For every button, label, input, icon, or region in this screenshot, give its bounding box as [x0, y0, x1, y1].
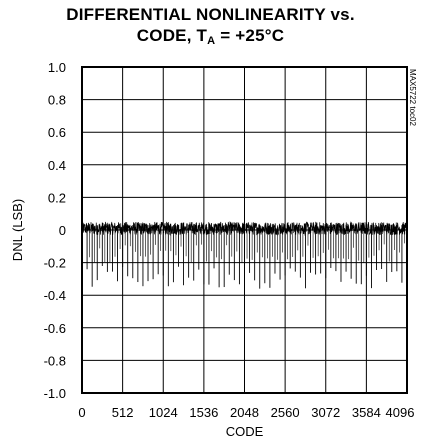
x-tick-label: 4096 — [386, 405, 415, 420]
y-tick-label: -0.2 — [44, 256, 66, 271]
plot-frame — [81, 66, 408, 394]
figure-id-label: MAX5722 toc02 — [408, 69, 417, 126]
dnl-noise-line — [81, 221, 408, 236]
y-tick-label: -1.0 — [44, 386, 66, 401]
y-tick-labels: 1.0 0.8 0.6 0.4 0.2 0 -0.2 -0.4 -0.6 -0.8 -1.0 — [44, 60, 66, 401]
x-tick-labels: 0 512 1024 1536 2048 2560 3072 3584 4096 — [78, 405, 414, 420]
y-tick-label: -0.6 — [44, 321, 66, 336]
y-tick-label: 0 — [59, 223, 66, 238]
y-tick-label: -0.4 — [44, 288, 66, 303]
y-tick-label: 0.4 — [48, 158, 66, 173]
x-tick-label: 2048 — [230, 405, 259, 420]
x-axis-label: CODE — [226, 424, 264, 439]
chart-title-suffix: = +25°C — [215, 26, 285, 45]
dnl-trace — [81, 221, 408, 289]
y-tick-label: -0.8 — [44, 353, 66, 368]
y-tick-label: 0.8 — [48, 93, 66, 108]
chart-title: DIFFERENTIAL NONLINEARITY vs. CODE, TA =… — [0, 4, 421, 52]
y-axis-label: DNL (LSB) — [10, 199, 25, 261]
x-tick-label: 1536 — [189, 405, 218, 420]
x-tick-label: 1024 — [149, 405, 178, 420]
y-tick-label: 1.0 — [48, 60, 66, 75]
chart-title-line1: DIFFERENTIAL NONLINEARITY vs. — [66, 5, 355, 24]
chart-title-prefix: CODE, T — [136, 26, 208, 45]
x-tick-label: 3584 — [352, 405, 381, 420]
x-tick-label: 0 — [78, 405, 85, 420]
x-tick-label: 512 — [112, 405, 134, 420]
chart-title-subscript: A — [207, 35, 216, 47]
y-tick-label: 0.6 — [48, 125, 66, 140]
y-tick-label: 0.2 — [48, 190, 66, 205]
x-tick-label: 2560 — [271, 405, 300, 420]
x-tick-label: 3072 — [311, 405, 340, 420]
chart-title-line2: CODE, TA = +25°C — [0, 25, 421, 52]
